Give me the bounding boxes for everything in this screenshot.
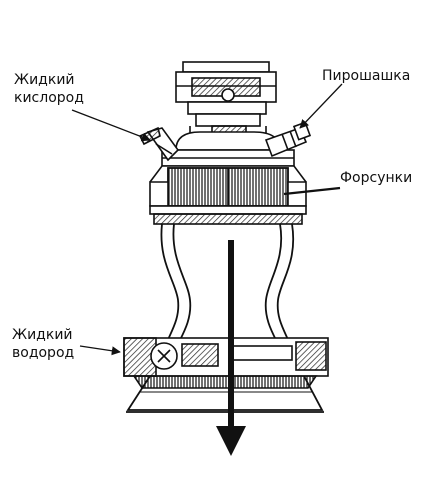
injectors-label: Форсунки <box>340 170 412 186</box>
oxygen-label-line1: Жидкий <box>14 72 75 88</box>
oxygen-label-line2: кислород <box>14 90 84 106</box>
injector-band <box>149 167 307 225</box>
igniter-leader-arrow <box>299 83 343 129</box>
hydrogen-label-line1: Жидкий <box>12 327 73 343</box>
igniter-label: Пирошашка <box>322 68 410 84</box>
exhaust-flow-arrow <box>216 240 246 456</box>
oxygen-inlet-fitting <box>138 126 180 162</box>
injectors-leader-line <box>283 186 341 196</box>
hydrogen-label-line2: водород <box>12 345 74 361</box>
oxygen-leader-arrow <box>71 109 151 142</box>
hydrogen-manifold <box>123 337 329 389</box>
nozzle <box>126 223 324 413</box>
hydrogen-leader-arrow <box>79 345 121 356</box>
